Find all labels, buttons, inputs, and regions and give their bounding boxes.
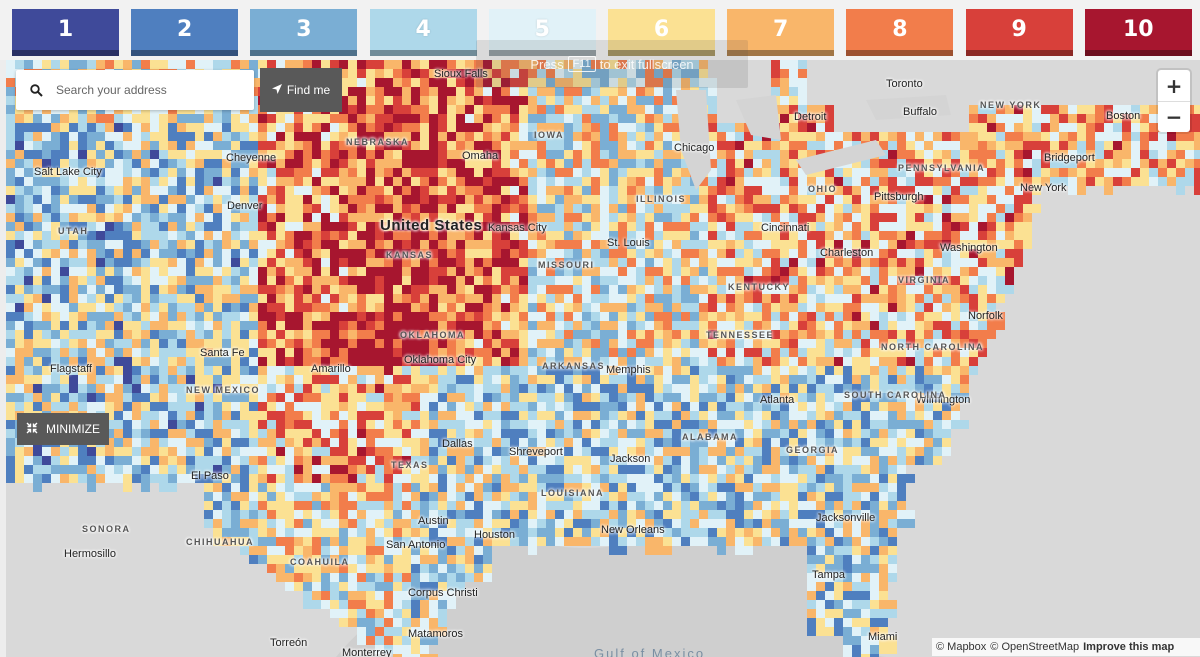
fullscreen-key: F11 (567, 56, 596, 72)
minimize-label: MINIMIZE (46, 422, 100, 436)
fullscreen-notice-prefix: Press (530, 56, 564, 72)
legend-rank-7[interactable]: 7 (727, 9, 835, 56)
legend-rank-5[interactable]: 5 (488, 9, 596, 56)
location-arrow-icon (271, 83, 282, 97)
fullscreen-notice-suffix: to exit fullscreen (599, 56, 694, 72)
rank-legend: 1 2 3 4 5 6 7 8 9 10 (0, 0, 1200, 60)
address-search[interactable] (16, 70, 254, 110)
legend-rank-9[interactable]: 9 (965, 9, 1073, 56)
legend-rank-3[interactable]: 3 (250, 9, 358, 56)
osm-attribution-link[interactable]: © OpenStreetMap (990, 641, 1080, 653)
fullscreen-notice: Press F11 to exit fullscreen (476, 40, 748, 88)
find-me-label: Find me (286, 83, 331, 97)
legend-rank-1[interactable]: 1 (12, 9, 119, 56)
mapbox-attribution-link[interactable]: © Mapbox (936, 641, 987, 653)
lake-erie (796, 140, 886, 175)
legend-rank-6[interactable]: 6 (608, 9, 715, 56)
search-input[interactable] (56, 83, 246, 97)
collapse-icon (26, 422, 38, 437)
zoom-out-button[interactable]: − (1158, 101, 1190, 132)
legend-rank-2[interactable]: 2 (131, 9, 239, 56)
map-attribution: © Mapbox © OpenStreetMap Improve this ma… (932, 638, 1200, 656)
zoom-in-button[interactable]: + (1165, 73, 1183, 98)
minimize-button[interactable]: MINIMIZE (17, 413, 109, 445)
lake-huron (736, 95, 781, 140)
legend-rank-8[interactable]: 8 (846, 9, 954, 56)
map-canvas[interactable] (6, 60, 1200, 657)
zoom-control[interactable]: + − (1158, 70, 1190, 132)
choropleth-map[interactable]: Sioux Falls Toronto Detroit Buffalo Boston Sa… (6, 60, 1200, 657)
legend-rank-10[interactable]: 10 (1084, 9, 1192, 56)
lake-michigan (676, 90, 711, 190)
lake-ontario (866, 95, 951, 120)
legend-rank-4[interactable]: 4 (369, 9, 477, 56)
search-icon[interactable] (16, 70, 56, 110)
improve-map-link[interactable]: Improve this map (1083, 641, 1175, 653)
find-me-button[interactable]: Find me (260, 68, 342, 112)
